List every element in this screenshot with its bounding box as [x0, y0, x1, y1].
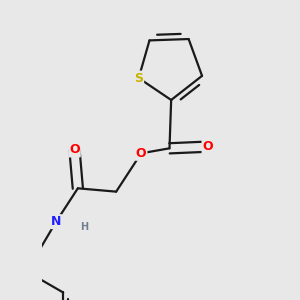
Text: O: O	[136, 147, 146, 160]
Text: O: O	[202, 140, 213, 153]
Text: S: S	[134, 72, 143, 85]
Text: H: H	[80, 222, 88, 232]
Text: O: O	[69, 143, 80, 157]
Text: N: N	[51, 215, 62, 228]
